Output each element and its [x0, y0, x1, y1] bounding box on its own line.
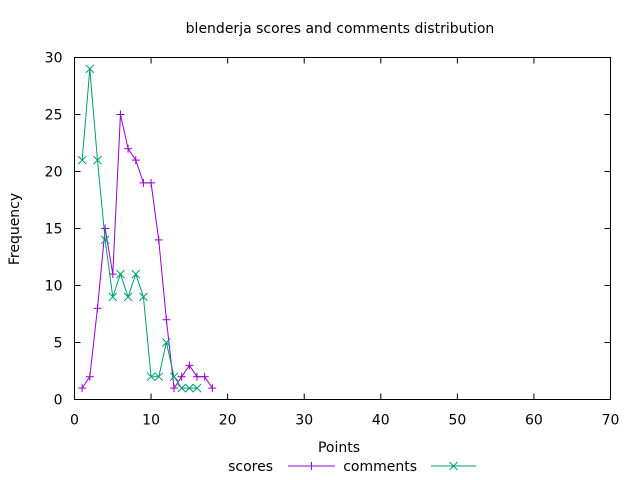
- legend: scores comments: [228, 459, 476, 475]
- marker-stroke: [146, 372, 156, 382]
- data-point-comments: [123, 292, 133, 302]
- data-point-scores: [139, 178, 148, 187]
- data-point-comments: [77, 155, 87, 165]
- x-tick-label: 0: [70, 413, 79, 429]
- marker-stroke: [139, 292, 148, 302]
- data-point-scores: [93, 304, 102, 313]
- data-point-scores: [170, 384, 179, 393]
- data-point-comments: [131, 269, 141, 279]
- y-tick-label: 20: [45, 165, 63, 181]
- y-axis-label: Frequency: [7, 193, 23, 265]
- data-point-scores: [200, 372, 209, 381]
- data-point-scores: [185, 361, 194, 370]
- data-point-scores: [154, 235, 163, 244]
- data-point-scores: [116, 110, 125, 119]
- data-point-comments: [100, 235, 110, 245]
- legend-label: scores: [228, 459, 273, 475]
- data-point-scores: [85, 372, 94, 381]
- data-point-comments: [139, 292, 148, 302]
- data-point-comments: [177, 383, 187, 393]
- marker-stroke: [77, 155, 87, 165]
- data-point-scores: [177, 372, 186, 381]
- y-tick-label: 30: [45, 51, 63, 67]
- data-point-comments: [146, 372, 156, 382]
- marker-stroke: [131, 269, 141, 279]
- data-point-comments: [169, 372, 179, 382]
- marker-stroke: [185, 383, 194, 393]
- legend-swatch-marker: [449, 461, 458, 471]
- marker-stroke: [169, 372, 179, 382]
- data-point-scores: [131, 156, 140, 165]
- axis-ticks: 0 10 20 30 40 50 60 70 0 5 10 15 20 25 30: [45, 51, 620, 429]
- marker-stroke: [449, 461, 458, 471]
- marker-stroke: [93, 155, 102, 165]
- x-tick-label: 40: [372, 413, 390, 429]
- marker-stroke: [177, 383, 187, 393]
- x-axis-label: Points: [318, 440, 360, 456]
- y-tick-label: 5: [54, 336, 63, 352]
- chart-title: blenderja scores and comments distributi…: [186, 21, 495, 37]
- data-point-scores: [162, 315, 171, 324]
- x-tick-label: 70: [602, 413, 620, 429]
- y-tick-label: 0: [54, 393, 63, 409]
- data-point-scores: [78, 384, 87, 393]
- legend-item-scores: scores: [228, 459, 335, 475]
- legend-label: comments: [343, 459, 417, 475]
- data-point-comments: [85, 64, 95, 74]
- series-layer: [77, 64, 217, 393]
- legend-item-comments: comments: [343, 459, 476, 475]
- y-tick-label: 15: [45, 222, 63, 238]
- data-point-comments: [116, 269, 125, 279]
- data-point-comments: [154, 372, 164, 382]
- data-point-comments: [93, 155, 102, 165]
- x-tick-label: 10: [142, 413, 160, 429]
- marker-stroke: [192, 383, 202, 393]
- series-comments: [77, 64, 202, 393]
- x-tick-label: 30: [295, 413, 313, 429]
- data-point-scores: [208, 384, 217, 393]
- x-tick-label: 60: [525, 413, 543, 429]
- data-point-scores: [193, 372, 202, 381]
- data-point-comments: [185, 383, 194, 393]
- x-tick-label: 20: [219, 413, 237, 429]
- plot-frame: [74, 57, 611, 400]
- marker-stroke: [108, 292, 118, 302]
- marker-stroke: [85, 64, 95, 74]
- x-tick-label: 50: [448, 413, 466, 429]
- data-point-comments: [192, 383, 202, 393]
- series-line-comments: [81, 68, 198, 389]
- series-scores: [78, 110, 217, 393]
- y-tick-label: 25: [45, 108, 63, 124]
- data-point-comments: [162, 338, 171, 347]
- data-point-scores: [101, 224, 110, 233]
- marker-stroke: [123, 292, 133, 302]
- marker-stroke: [154, 372, 164, 382]
- data-point-scores: [147, 178, 156, 187]
- marker-stroke: [116, 269, 125, 279]
- data-point-scores: [124, 144, 133, 153]
- data-point-comments: [108, 292, 118, 302]
- legend-swatch-marker: [307, 462, 316, 470]
- y-tick-label: 10: [45, 279, 63, 295]
- marker-stroke: [162, 338, 171, 347]
- marker-stroke: [100, 235, 110, 245]
- series-line-scores: [81, 114, 213, 390]
